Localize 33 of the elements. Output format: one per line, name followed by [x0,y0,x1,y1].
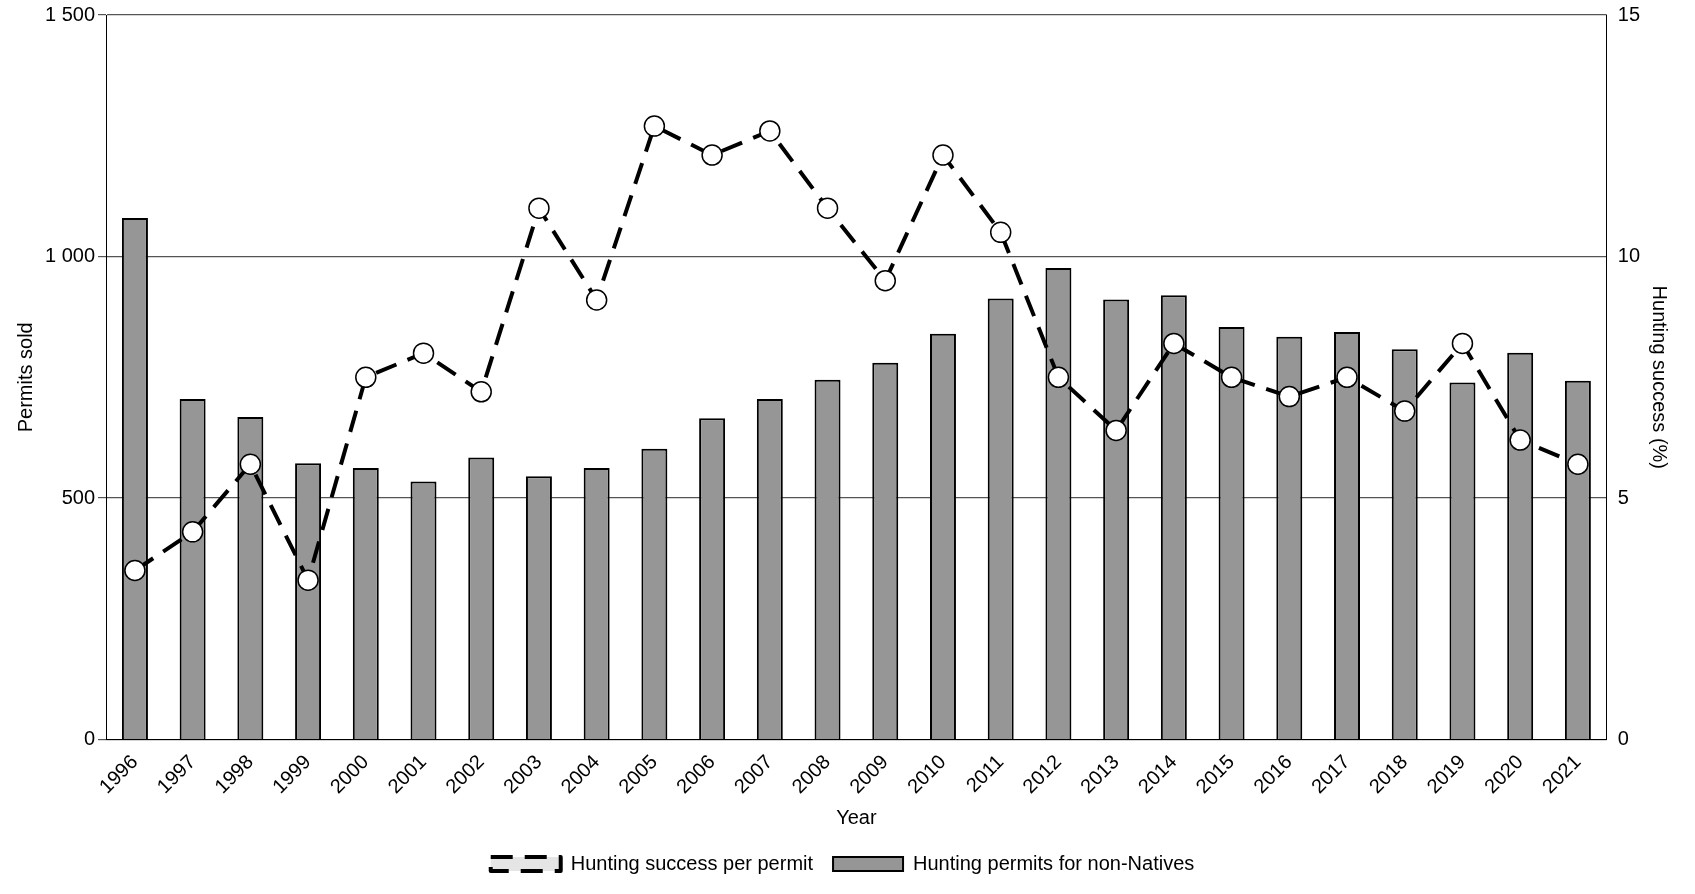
legend-label: Hunting permits for non-Natives [913,851,1195,874]
point [1047,366,1070,389]
point [470,381,492,403]
point [585,289,608,311]
point [412,342,435,364]
point [1163,332,1185,355]
point [1336,366,1358,389]
point [528,197,550,219]
point [239,453,262,475]
point [1278,385,1301,408]
legend-label: Hunting success per permit [570,851,814,874]
point [1393,400,1416,422]
point [1509,429,1531,451]
x-axis-title: Year [836,805,877,828]
point [1105,419,1127,442]
point [297,569,319,591]
point [759,120,781,142]
y-tick-label: 0 [83,727,96,750]
point [1567,453,1589,475]
point [1220,366,1243,389]
y-axis-title: Permits sold [13,322,36,433]
point [816,197,839,219]
y2-tick-label: 15 [1617,2,1640,25]
y2-tick-label: 5 [1617,485,1629,508]
y2-tick-label: 10 [1617,244,1640,267]
point [181,521,204,543]
y2-tick-label: 0 [1617,727,1629,750]
y-tick-label: 1 000 [44,244,96,267]
y2-axis-title: Hunting success (%) [1649,285,1672,469]
point [874,269,897,292]
y-tick-label: 1 500 [44,2,96,25]
point [124,559,146,582]
y-tick-label: 500 [61,485,96,508]
